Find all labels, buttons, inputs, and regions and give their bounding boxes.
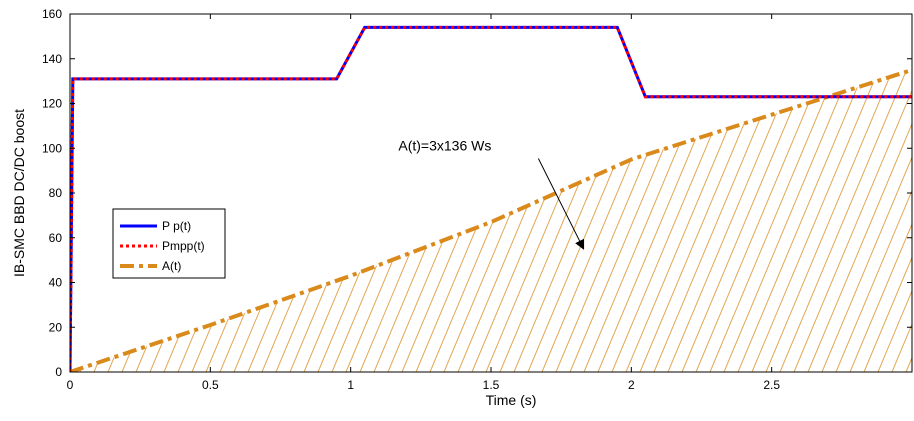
x-tick-label: 1.5 [483, 378, 500, 392]
y-tick-label: 20 [49, 320, 63, 334]
hatch-line [849, 69, 912, 372]
x-axis-label: Time (s) [486, 392, 537, 408]
y-tick-label: 160 [42, 7, 62, 21]
annotation-text: A(t)=3x136 Ws [398, 137, 491, 153]
y-tick-label: 120 [42, 97, 62, 111]
y-tick-label: 60 [49, 231, 63, 245]
y-tick-label: 140 [42, 52, 62, 66]
annotation: A(t)=3x136 Ws [398, 137, 585, 250]
hatch-line [863, 69, 912, 372]
y-axis: 0 20 40 60 80 100 120 140 160 [42, 7, 912, 379]
y-tick-label: 40 [49, 276, 63, 290]
x-tick-label: 0.5 [202, 378, 219, 392]
legend-label-a: A(t) [162, 259, 181, 273]
y-tick-label: 80 [49, 186, 63, 200]
x-tick-label: 1 [347, 378, 354, 392]
annotation-arrow [537, 158, 585, 250]
hatch-line [793, 69, 912, 372]
series-a-line [70, 68, 912, 372]
x-axis: 0 0.5 1 1.5 2 2.5 [67, 14, 780, 392]
plot-area [70, 14, 912, 372]
legend: P p(t) Pmpp(t) A(t) [112, 208, 226, 279]
y-tick-label: 0 [55, 365, 62, 379]
y-axis-label: IB-SMC BBD DC/DC boost [11, 109, 27, 277]
y-tick-label: 100 [42, 141, 62, 155]
x-tick-label: 2.5 [763, 378, 780, 392]
hatch-line [821, 69, 912, 372]
legend-label-pp: P p(t) [162, 219, 191, 233]
hatch-line [807, 69, 912, 372]
series-pmpp-line [70, 25, 912, 372]
legend-label-pmpp: Pmpp(t) [162, 239, 205, 253]
hatch-line [877, 69, 912, 372]
x-tick-label: 2 [628, 378, 635, 392]
x-tick-label: 0 [67, 378, 74, 392]
